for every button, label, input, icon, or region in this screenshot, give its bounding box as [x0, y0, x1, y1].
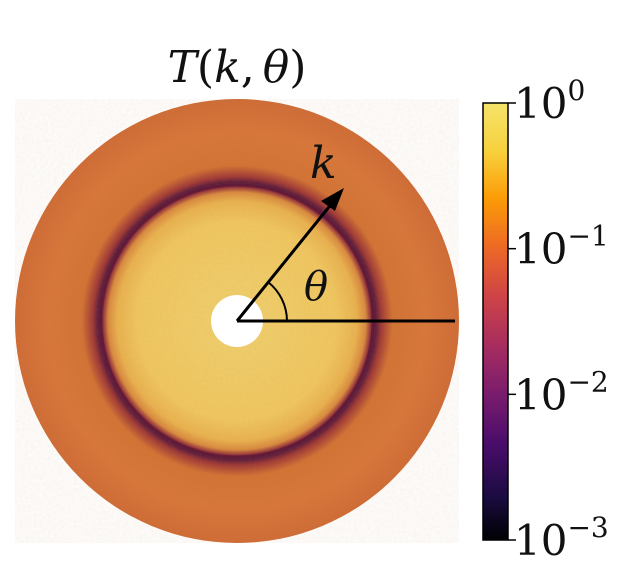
colorbar-tick-exponent: −3: [567, 511, 608, 544]
theta-arc: [267, 281, 288, 322]
title-arg-theta: θ: [263, 42, 290, 93]
title-arg-k: k: [214, 42, 241, 93]
polar-axes-annotation: k θ: [235, 138, 455, 323]
k-label: k: [310, 138, 337, 189]
colorbar-gradient: [482, 102, 509, 541]
title-func: T: [168, 42, 201, 93]
colorbar-tick-base: 10: [514, 79, 567, 128]
colorbar-tick-exponent: −2: [567, 365, 608, 398]
title-open-paren: (: [197, 42, 214, 93]
k-arrow-head: [321, 188, 344, 211]
colorbar-tick-exponent: 0: [567, 74, 585, 107]
colorbar-tick-base: 10: [514, 225, 567, 274]
title-comma: ,: [241, 42, 255, 93]
title-close-paren: ): [289, 42, 306, 93]
colorbar-tick-label-3: 10−3: [514, 511, 609, 565]
colorbar-tick-base: 10: [514, 516, 567, 565]
colorbar-tick-label-2: 10−2: [514, 365, 609, 419]
colorbar-tick-label-1: 10−1: [514, 220, 609, 274]
colorbar-tick-base: 10: [514, 370, 567, 419]
colorbar-tick-label-0: 100: [514, 74, 585, 128]
chart-title: T(k, θ): [168, 42, 307, 93]
theta-label: θ: [304, 264, 328, 310]
colorbar-tick-exponent: −1: [567, 220, 608, 253]
k-arrow-shaft: [235, 196, 339, 322]
